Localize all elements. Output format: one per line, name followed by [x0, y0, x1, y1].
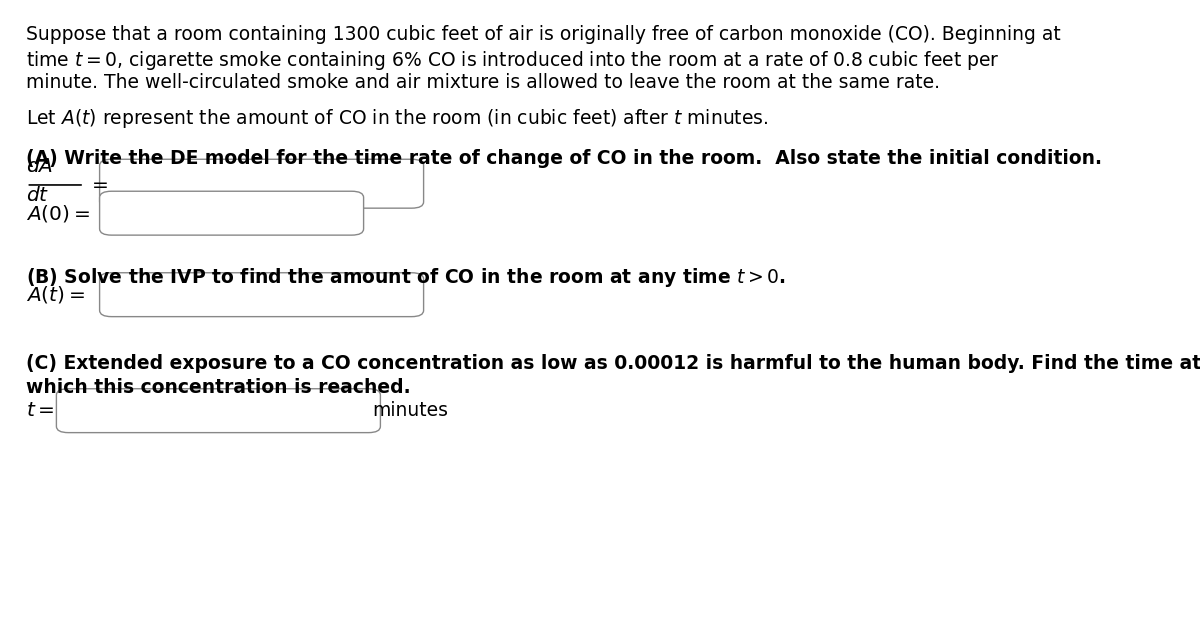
Text: $A(t) =$: $A(t) =$: [26, 284, 85, 305]
Text: $A(0) =$: $A(0) =$: [26, 203, 90, 224]
Text: $t =$: $t =$: [26, 401, 55, 420]
Text: (A) Write the DE model for the time rate of change of CO in the room.  Also stat: (A) Write the DE model for the time rate…: [26, 149, 1103, 168]
Text: Suppose that a room containing 1300 cubic feet of air is originally free of carb: Suppose that a room containing 1300 cubi…: [26, 25, 1061, 44]
Text: Let $A(t)$ represent the amount of CO in the room (in cubic feet) after $t$ minu: Let $A(t)$ represent the amount of CO in…: [26, 107, 769, 130]
Text: $=$: $=$: [88, 174, 108, 193]
FancyBboxPatch shape: [100, 191, 364, 235]
Text: (B) Solve the IVP to find the amount of CO in the room at any time $t > 0$.: (B) Solve the IVP to find the amount of …: [26, 266, 786, 290]
FancyBboxPatch shape: [56, 389, 380, 433]
Text: minute. The well-circulated smoke and air mixture is allowed to leave the room a: minute. The well-circulated smoke and ai…: [26, 73, 941, 92]
Text: time $t = 0$, cigarette smoke containing 6% CO is introduced into the room at a : time $t = 0$, cigarette smoke containing…: [26, 49, 1000, 72]
Text: $\mathit{dA}$: $\mathit{dA}$: [26, 157, 54, 176]
Text: (C) Extended exposure to a CO concentration as low as 0.00012 is harmful to the : (C) Extended exposure to a CO concentrat…: [26, 354, 1200, 373]
Text: $\mathit{dt}$: $\mathit{dt}$: [26, 186, 49, 205]
Text: minutes: minutes: [372, 401, 448, 420]
FancyBboxPatch shape: [100, 159, 424, 208]
FancyBboxPatch shape: [100, 273, 424, 317]
Text: which this concentration is reached.: which this concentration is reached.: [26, 378, 412, 397]
